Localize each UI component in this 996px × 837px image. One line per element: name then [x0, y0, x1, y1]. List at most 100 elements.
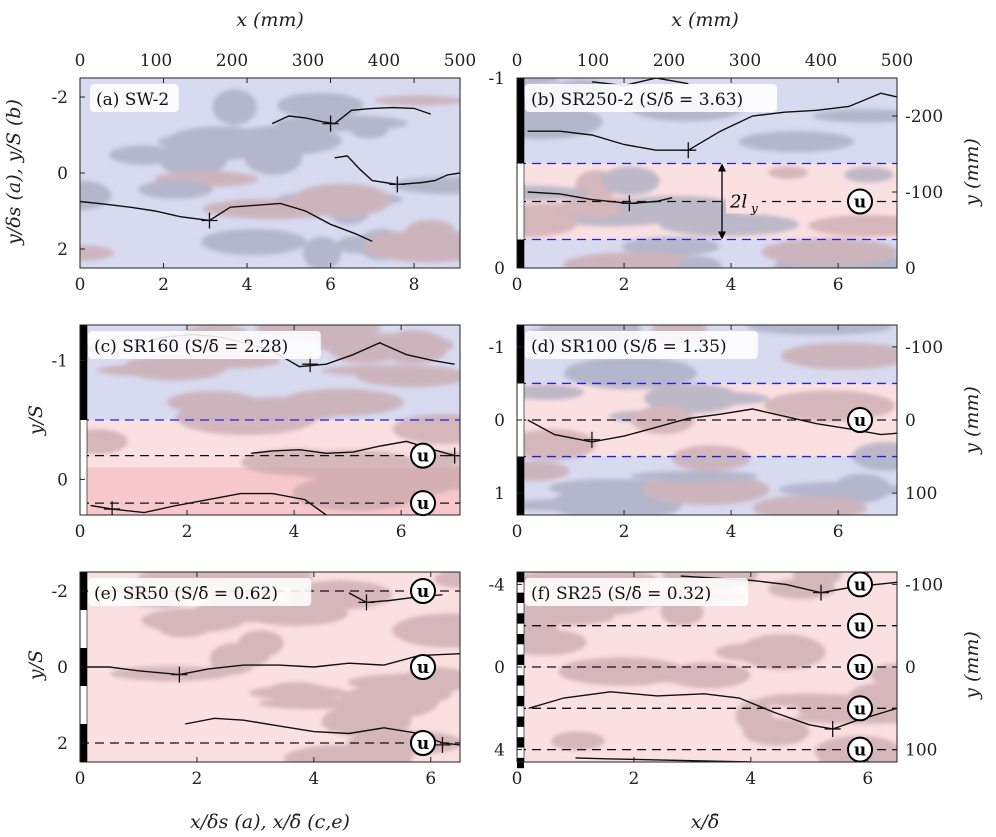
blob-b-15 [517, 208, 578, 238]
panel-a-plot-area [80, 78, 460, 268]
panel-title-text-f: (f) SR25 (S/δ̄ = 0.32) [531, 584, 711, 604]
blob-layer-b [517, 78, 897, 268]
blob-d-25 [631, 405, 695, 435]
right-tick-label-d-0: -100 [905, 338, 943, 358]
u-marker-circle-b-0 [847, 188, 873, 215]
u-marker-f-0: u [854, 575, 866, 595]
u-marker-f-2: u [854, 658, 866, 678]
x-tick-label-c-1: 2 [182, 522, 193, 542]
top-x-label-left: x (mm) [236, 9, 304, 31]
panel-d-plot-area [517, 325, 897, 515]
cross-marker-a-1 [322, 115, 339, 132]
blob-d-19 [852, 442, 897, 471]
panel-title-text-b: (b) SR250-2 (S/δ̄ = 3.63) [531, 90, 743, 110]
two-ly-arrow: 2l y [718, 163, 762, 240]
u-marker-e-2: u [417, 734, 429, 754]
blob-b-5 [622, 236, 720, 257]
u-marker-circle-f-2 [847, 654, 873, 680]
u-marker-d-0: u [854, 411, 866, 431]
x-tick-label-e-2: 4 [308, 769, 319, 789]
cross-marker-f-1 [824, 720, 841, 737]
y-tick-label-b-1: 0 [494, 259, 505, 279]
cross-marker-a-2 [389, 176, 406, 193]
strip-dark-f--3.6 [517, 592, 524, 603]
blob-b-18 [562, 195, 626, 218]
top-tick-label-a-3: 300 [292, 51, 324, 71]
blob-d-18 [643, 474, 770, 506]
blob-b-12 [601, 166, 660, 196]
cross-marker-a-0 [201, 212, 218, 229]
cross-marker-d-0 [583, 431, 600, 448]
cross-marker-e-1 [358, 594, 375, 611]
top-tick-label-b-0: 0 [512, 51, 523, 71]
x-tick-label-b-0: 0 [512, 275, 523, 295]
blob-d-14 [747, 325, 893, 335]
blob-b-21 [843, 166, 894, 183]
blob-d-16 [548, 478, 675, 498]
blob-a-22 [274, 115, 408, 132]
top-tick-label-b-5: 500 [881, 51, 913, 71]
x-tick-label-b-1: 2 [619, 275, 630, 295]
blob-a-19 [363, 229, 460, 263]
series-line-f-0 [528, 691, 897, 730]
panel-title-c: (c) SR160 (S/δ̄ = 2.28) [88, 331, 321, 359]
y-tick-label-f-0: -4 [488, 575, 505, 595]
x-tick-label-f-3: 6 [862, 769, 873, 789]
u-marker-circle-e-2 [410, 730, 436, 756]
panel-title-bg-a [90, 84, 179, 112]
x-tick-label-a-2: 4 [242, 275, 253, 295]
x-tick-label-e-1: 2 [192, 769, 203, 789]
y-tick-label-d-2: 1 [494, 484, 505, 504]
x-tick-label-b-2: 4 [726, 275, 737, 295]
series-line-b-1 [527, 191, 673, 205]
two-ly-label-sub: y [750, 202, 758, 216]
cross-marker-b-1 [621, 195, 638, 212]
x-tick-label-c-3: 6 [396, 522, 407, 542]
cross-marker-b-0 [680, 142, 697, 159]
y-right-label-f: y (mm) [961, 631, 983, 700]
two-ly-arrow-head-bottom [718, 231, 726, 240]
blob-c-19 [392, 413, 460, 445]
blob-a-14 [202, 198, 342, 220]
u-marker-c-1: u [417, 494, 429, 514]
u-marker-circle-e-0 [410, 578, 436, 604]
blob-e-18 [257, 697, 369, 710]
u-marker-f-4: u [854, 741, 866, 761]
u-marker-circle-e-1 [410, 654, 436, 680]
blob-a-11 [109, 145, 177, 165]
series-line-b-2 [591, 78, 689, 87]
series-line-a-0 [80, 200, 373, 243]
x-tick-label-a-0: 0 [75, 275, 86, 295]
right-tick-label-f-1: 0 [905, 658, 916, 678]
blob-b-8 [812, 109, 897, 123]
strip-dark-f-3.4 [517, 737, 524, 748]
x-tick-label-d-3: 6 [833, 522, 844, 542]
panel-frame-b [516, 77, 898, 269]
panel-title-a: (a) SW-2 [90, 84, 179, 112]
two-ly-arrow-head-top [718, 163, 726, 172]
x-tick-label-b-3: 6 [833, 275, 844, 295]
panel-c: u u 0 2 4 6 -1 0 (c) SR160 (S/δ̄ = 2.28) [51, 324, 461, 542]
blob-layer-a [80, 89, 460, 268]
blob-d-13 [517, 460, 570, 482]
panel-title-e: (e) SR50 (S/δ̄ = 0.62) [88, 578, 312, 606]
blob-b-6 [738, 131, 855, 153]
blob-a-23 [374, 95, 460, 106]
blob-d-7 [671, 445, 751, 472]
panel-title-text-e: (e) SR50 (S/δ̄ = 0.62) [94, 584, 278, 604]
x-tick-label-d-2: 4 [726, 522, 737, 542]
panel-title-text-d: (d) SR100 (S/δ̄ = 1.35) [531, 337, 727, 357]
right-tick-label-f-2: 100 [905, 741, 937, 761]
x-tick-label-f-1: 2 [629, 769, 640, 789]
blob-b-25 [808, 215, 897, 237]
blob-c-22 [123, 354, 228, 381]
right-tick-label-f-0: -100 [905, 575, 943, 595]
panel-title-d: (d) SR100 (S/δ̄ = 1.35) [525, 331, 758, 359]
strip-dark-f-4.4 [517, 757, 524, 769]
roughness-strip-b [516, 77, 525, 269]
top-tick-label-a-1: 100 [140, 51, 172, 71]
